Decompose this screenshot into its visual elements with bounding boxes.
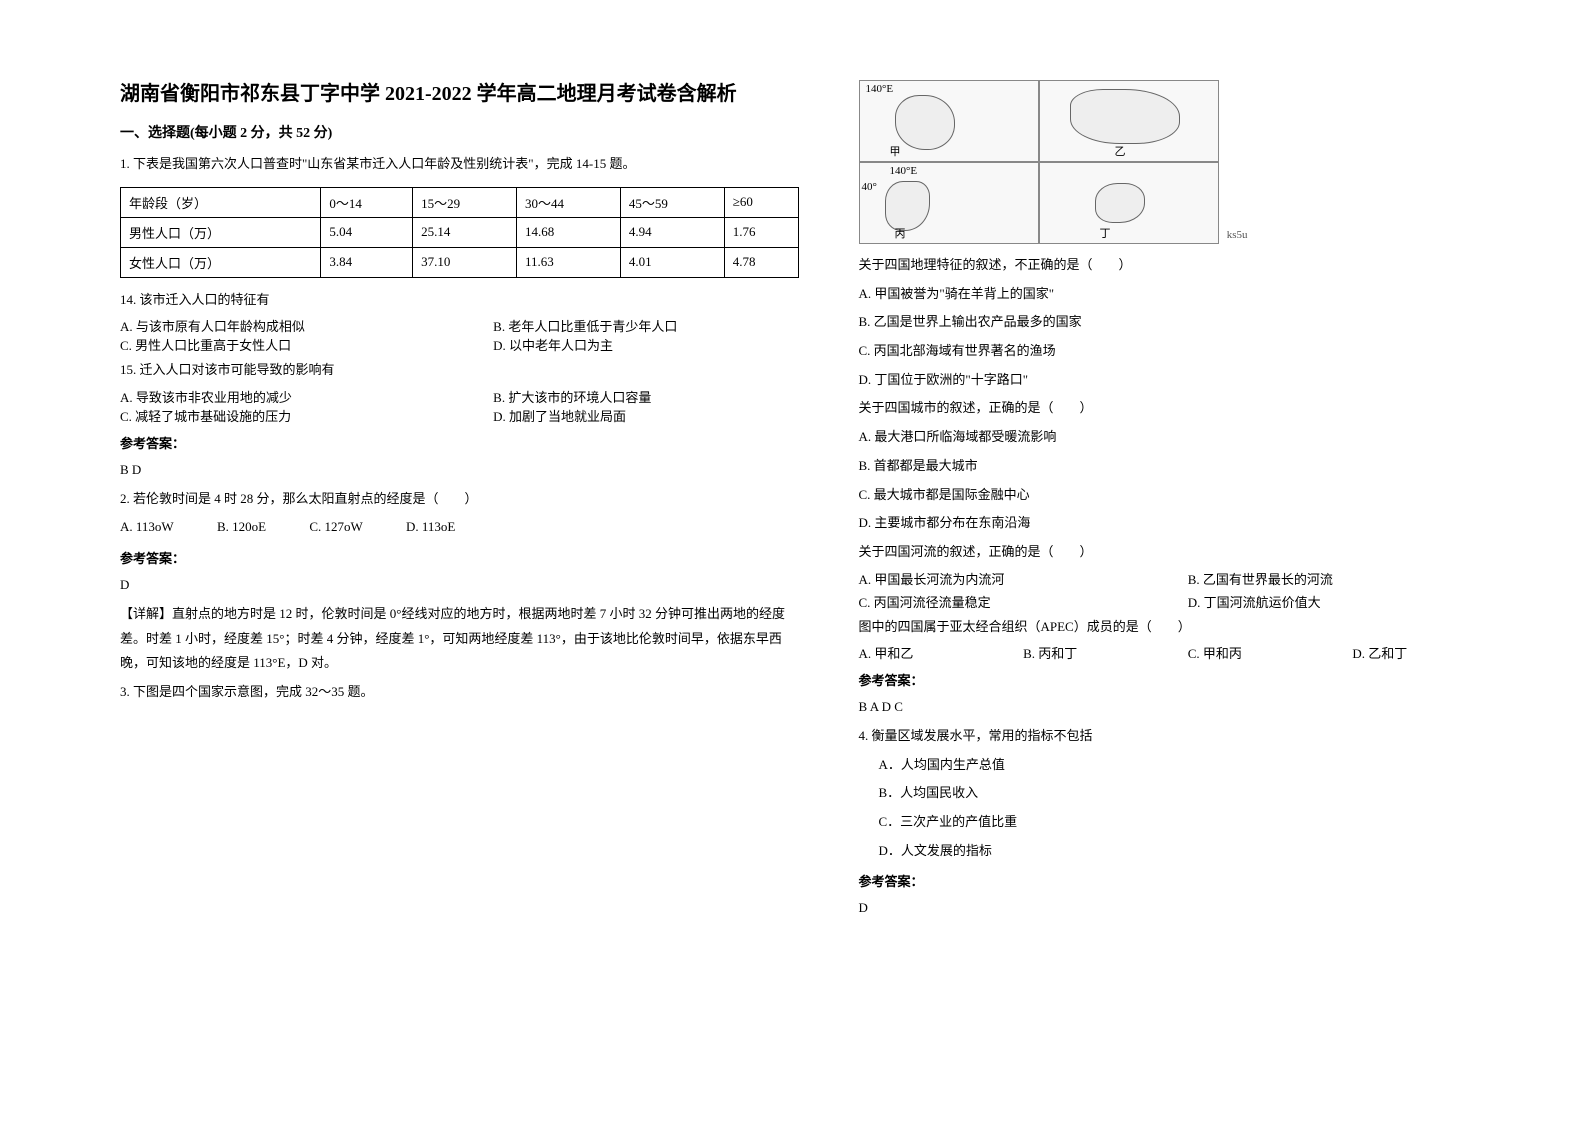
q33-stem: 关于四国城市的叙述，正确的是（ ） <box>859 396 1518 421</box>
map-ding: 丁 ks5u <box>1039 162 1219 244</box>
table-header-row: 年龄段（岁） 0～14 15～29 30～44 45～59 ≥60 <box>121 187 799 217</box>
answer-label: 参考答案： <box>859 871 1518 890</box>
table-cell: 45～59 <box>620 187 724 217</box>
table-cell: 3.84 <box>321 247 413 277</box>
table-cell: 年龄段（岁） <box>121 187 321 217</box>
q2-opt-c: C. 127oW <box>309 519 362 534</box>
answer-4: D <box>859 896 1518 921</box>
section-1-title: 一、选择题(每小题 2 分，共 52 分) <box>120 122 799 142</box>
q15-opt-b: B. 扩大该市的环境人口容量 <box>493 387 798 406</box>
table-cell: 37.10 <box>413 247 517 277</box>
lon-label: 140°E <box>866 83 894 95</box>
answer-2: D <box>120 573 799 598</box>
q32-opt-c: C. 丙国北部海域有世界著名的渔场 <box>859 339 1518 364</box>
country-maps: 140°E 甲 乙 140°E 40° 丙 丁 ks5u <box>859 80 1219 245</box>
map-bing: 140°E 40° 丙 <box>859 162 1039 244</box>
q35-opt-a: A. 甲和乙 <box>859 643 1024 662</box>
answer-1: B D <box>120 458 799 483</box>
table-cell: 4.01 <box>620 247 724 277</box>
q33-opt-b: B. 首都都是最大城市 <box>859 454 1518 479</box>
q4-opt-d: D．人文发展的指标 <box>859 839 1518 864</box>
q14-stem: 14. 该市迁入人口的特征有 <box>120 288 799 313</box>
q15-opt-c: C. 减轻了城市基础设施的压力 <box>120 406 493 425</box>
answer-3: B A D C <box>859 695 1518 720</box>
q34-opt-c: C. 丙国河流径流量稳定 <box>859 592 1188 611</box>
q35-opt-c: C. 甲和丙 <box>1188 643 1353 662</box>
q35-stem: 图中的四国属于亚太经合组织（APEC）成员的是（ ） <box>859 615 1518 640</box>
q14-opt-b: B. 老年人口比重低于青少年人口 <box>493 316 798 335</box>
q34-stem: 关于四国河流的叙述，正确的是（ ） <box>859 540 1518 565</box>
q4-opt-a: A．人均国内生产总值 <box>859 753 1518 778</box>
q14-opt-c: C. 男性人口比重高于女性人口 <box>120 335 493 354</box>
table-cell: 15～29 <box>413 187 517 217</box>
table-cell: 4.78 <box>724 247 798 277</box>
answer-label: 参考答案： <box>120 433 799 452</box>
q14-opt-a: A. 与该市原有人口年龄构成相似 <box>120 316 493 335</box>
table-cell: 0～14 <box>321 187 413 217</box>
table-cell: 男性人口（万） <box>121 217 321 247</box>
answer-label: 参考答案： <box>120 548 799 567</box>
q32-opt-b: B. 乙国是世界上输出农产品最多的国家 <box>859 310 1518 335</box>
lat-label: 40° <box>862 181 877 193</box>
lon-label: 140°E <box>890 165 918 177</box>
map-label-yi: 乙 <box>1115 143 1126 159</box>
population-table: 年龄段（岁） 0～14 15～29 30～44 45～59 ≥60 男性人口（万… <box>120 187 799 278</box>
table-cell: 11.63 <box>517 247 621 277</box>
table-cell: 14.68 <box>517 217 621 247</box>
q4-stem: 4. 衡量区域发展水平，常用的指标不包括 <box>859 724 1518 749</box>
exam-title: 湖南省衡阳市祁东县丁字中学 2021-2022 学年高二地理月考试卷含解析 <box>120 80 799 108</box>
map-yi: 乙 <box>1039 80 1219 162</box>
q34-opt-a: A. 甲国最长河流为内流河 <box>859 569 1188 588</box>
table-cell: 30～44 <box>517 187 621 217</box>
q35-opt-b: B. 丙和丁 <box>1023 643 1188 662</box>
q34-opt-b: B. 乙国有世界最长的河流 <box>1188 569 1517 588</box>
explain-2: 【详解】直射点的地方时是 12 时，伦敦时间是 0°经线对应的地方时，根据两地时… <box>120 602 799 676</box>
q32-opt-d: D. 丁国位于欧洲的"十字路口" <box>859 368 1518 393</box>
table-cell: ≥60 <box>724 187 798 217</box>
q35-opt-d: D. 乙和丁 <box>1352 643 1517 662</box>
q33-opt-d: D. 主要城市都分布在东南沿海 <box>859 511 1518 536</box>
map-label-bing: 丙 <box>895 225 906 241</box>
map-label-ding: 丁 <box>1100 225 1111 241</box>
q3-stem: 3. 下图是四个国家示意图，完成 32～35 题。 <box>120 680 799 705</box>
q1-stem: 1. 下表是我国第六次人口普查时"山东省某市迁入人口年龄及性别统计表"，完成 1… <box>120 152 799 177</box>
q4-opt-b: B．人均国民收入 <box>859 781 1518 806</box>
q15-opt-a: A. 导致该市非农业用地的减少 <box>120 387 493 406</box>
q14-opt-d: D. 以中老年人口为主 <box>493 335 798 354</box>
answer-label: 参考答案： <box>859 670 1518 689</box>
table-row: 男性人口（万） 5.04 25.14 14.68 4.94 1.76 <box>121 217 799 247</box>
map-jia: 140°E 甲 <box>859 80 1039 162</box>
map-label-jia: 甲 <box>890 143 901 159</box>
watermark: ks5u <box>1227 229 1248 241</box>
table-cell: 4.94 <box>620 217 724 247</box>
table-row: 女性人口（万） 3.84 37.10 11.63 4.01 4.78 <box>121 247 799 277</box>
q33-opt-c: C. 最大城市都是国际金融中心 <box>859 483 1518 508</box>
table-cell: 25.14 <box>413 217 517 247</box>
q2-opt-b: B. 120oE <box>217 519 266 534</box>
q2-opt-d: D. 113oE <box>406 519 455 534</box>
q34-opt-d: D. 丁国河流航运价值大 <box>1188 592 1517 611</box>
q32-opt-a: A. 甲国被誉为"骑在羊背上的国家" <box>859 282 1518 307</box>
q2-stem: 2. 若伦敦时间是 4 时 28 分，那么太阳直射点的经度是（ ） <box>120 487 799 512</box>
table-cell: 5.04 <box>321 217 413 247</box>
table-cell: 1.76 <box>724 217 798 247</box>
q15-opt-d: D. 加剧了当地就业局面 <box>493 406 798 425</box>
q15-stem: 15. 迁入人口对该市可能导致的影响有 <box>120 358 799 383</box>
q4-opt-c: C．三次产业的产值比重 <box>859 810 1518 835</box>
q33-opt-a: A. 最大港口所临海域都受暖流影响 <box>859 425 1518 450</box>
table-cell: 女性人口（万） <box>121 247 321 277</box>
q32-stem: 关于四国地理特征的叙述，不正确的是（ ） <box>859 253 1518 278</box>
q2-opt-a: A. 113oW <box>120 519 174 534</box>
